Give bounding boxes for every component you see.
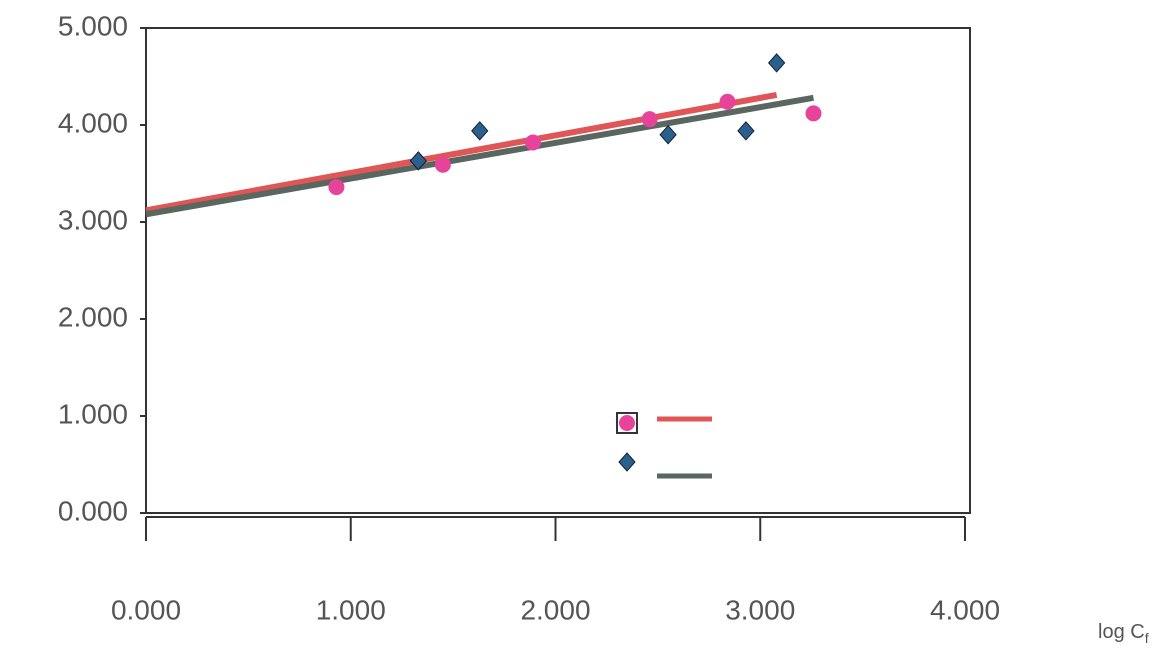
data-point xyxy=(767,53,786,73)
x-tick-label: 1.000 xyxy=(316,594,386,625)
x-tick-label: 4.000 xyxy=(930,594,1000,625)
x-axis-label-main: log C xyxy=(1098,621,1145,643)
plot-frame xyxy=(145,27,971,514)
y-tick-label: 5.000 xyxy=(58,10,128,41)
data-point xyxy=(328,179,345,196)
data-point xyxy=(719,93,736,110)
y-tick-label: 4.000 xyxy=(58,107,128,138)
trend-line xyxy=(145,94,815,218)
x-axis-label: log Cf xyxy=(1098,621,1149,645)
x-tick-label: 2.000 xyxy=(520,594,590,625)
trend-line xyxy=(145,91,778,214)
y-tick-label: 0.000 xyxy=(58,495,128,526)
y-tick-label: 2.000 xyxy=(58,301,128,332)
data-point xyxy=(434,156,451,173)
data-point xyxy=(737,121,755,141)
data-point xyxy=(409,151,427,171)
x-tick-label: 0.000 xyxy=(111,594,181,625)
legend-marker-box xyxy=(616,412,638,434)
y-tick-label: 3.000 xyxy=(58,204,128,235)
data-point xyxy=(659,124,677,145)
data-point xyxy=(805,105,822,122)
data-point xyxy=(641,111,658,128)
x-tick-label: 3.000 xyxy=(725,594,795,625)
legend-marker xyxy=(618,452,636,472)
y-tick-label: 1.000 xyxy=(58,398,128,429)
data-point xyxy=(471,121,489,141)
legend-marker xyxy=(619,415,635,431)
x-axis-label-sub: f xyxy=(1145,630,1149,646)
data-point xyxy=(524,134,541,151)
